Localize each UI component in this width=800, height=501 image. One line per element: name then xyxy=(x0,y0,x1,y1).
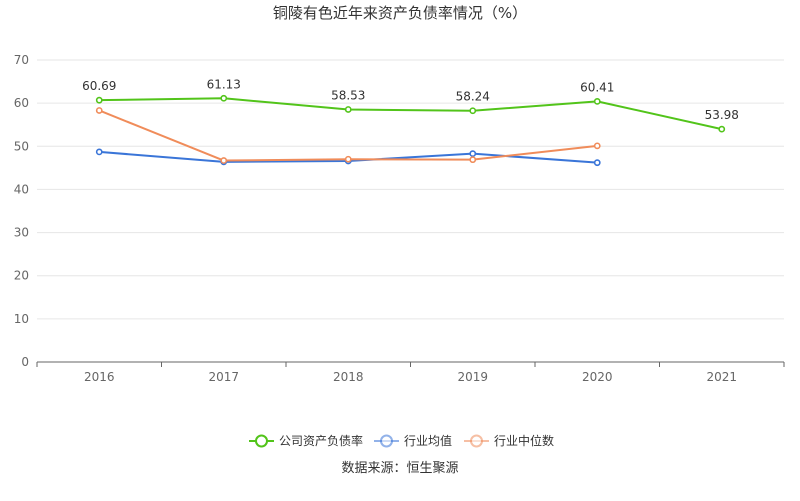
y-tick-label: 40 xyxy=(14,182,29,196)
legend-label-3: 行业中位数 xyxy=(494,433,554,448)
series-point-3 xyxy=(95,107,103,114)
series-point-3 xyxy=(593,142,601,150)
legend-marker-1 xyxy=(255,434,268,448)
y-tick-label: 70 xyxy=(14,53,29,67)
series-point-1 xyxy=(95,96,103,104)
data-source: 数据来源：恒生聚源 xyxy=(341,461,458,476)
series-point-2 xyxy=(593,159,601,167)
x-tick-label: 2016 xyxy=(84,370,115,384)
data-label: 53.98 xyxy=(705,108,739,122)
data-labels: 60.69 61.13 58.53 58.24 60.41 53.98 xyxy=(82,77,739,122)
data-label: 60.41 xyxy=(580,80,614,94)
data-label: 60.69 xyxy=(82,79,116,93)
series-point-2 xyxy=(95,148,103,156)
y-tick-label: 50 xyxy=(14,139,29,153)
data-label: 61.13 xyxy=(207,77,241,91)
chart-title: 铜陵有色近年来资产负债率情况（%） xyxy=(273,4,527,22)
x-tick-label: 2019 xyxy=(457,370,488,384)
legend-label-1: 公司资产负债率 xyxy=(279,433,363,448)
legend-label-2: 行业均值 xyxy=(404,433,452,448)
series-point-3 xyxy=(344,155,352,163)
data-label: 58.53 xyxy=(331,88,365,102)
y-tick-label: 20 xyxy=(14,269,29,283)
axes: 0 10 20 30 40 50 60 70 2016 2017 2018 2019 2020 2021 xyxy=(14,53,785,384)
series-point-3 xyxy=(469,156,477,164)
series-line-1 xyxy=(99,97,722,131)
series-point-1 xyxy=(718,125,726,133)
series-point-1 xyxy=(220,94,228,102)
y-tick-label: 0 xyxy=(21,355,29,369)
y-tick-label: 10 xyxy=(14,312,29,326)
x-tick-label: 2020 xyxy=(582,370,613,384)
series-point-3 xyxy=(220,157,228,164)
series-point-1 xyxy=(344,106,352,113)
series-point-1 xyxy=(593,97,601,105)
x-tick-label: 2021 xyxy=(706,370,737,384)
x-tick-label: 2017 xyxy=(208,370,239,384)
y-tick-label: 30 xyxy=(14,226,29,240)
legend[interactable]: 公司资产负债率 行业均值 行业中位数 xyxy=(249,433,554,448)
y-tick-label: 60 xyxy=(14,96,29,110)
series-layer xyxy=(95,94,726,167)
data-label: 58.24 xyxy=(456,90,490,104)
x-tick-label: 2018 xyxy=(333,370,364,384)
series-point-2 xyxy=(469,150,477,158)
legend-marker-3 xyxy=(470,434,483,448)
grid xyxy=(37,59,784,320)
legend-marker-2 xyxy=(380,434,393,448)
series-line-3 xyxy=(98,109,598,162)
series-point-1 xyxy=(469,107,477,115)
